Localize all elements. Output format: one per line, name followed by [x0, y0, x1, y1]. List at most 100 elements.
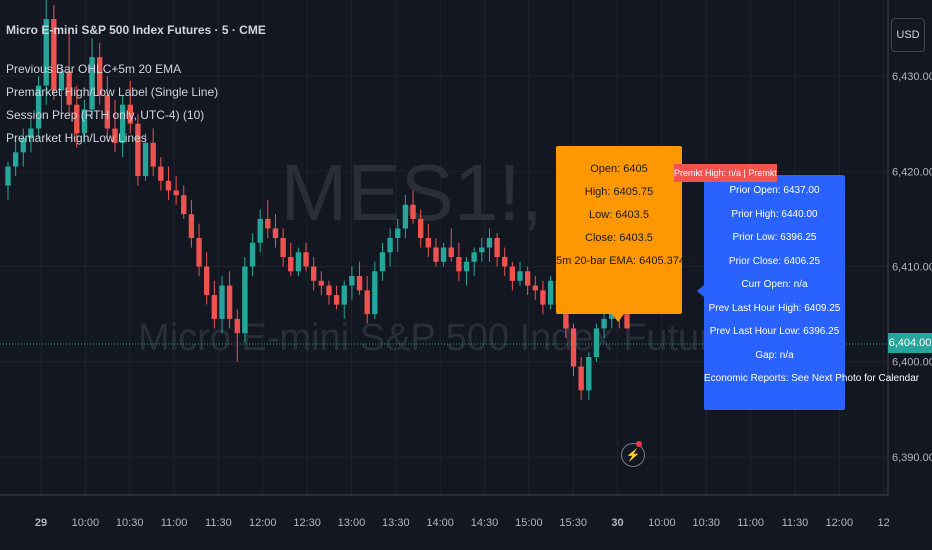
candle-body: [257, 218, 263, 243]
indicator-ohlc-ema[interactable]: Previous Bar OHLC+5m 20 EMA: [6, 62, 182, 76]
currency-button[interactable]: USD: [891, 18, 925, 52]
candle: [349, 266, 355, 300]
candle-body: [494, 237, 500, 258]
candle: [173, 176, 179, 205]
price-tick-label: 6,410.00: [892, 262, 932, 274]
candle-body: [624, 314, 630, 329]
candle: [295, 247, 302, 277]
candle: [463, 257, 470, 286]
time-tick-label: 12: [878, 517, 890, 529]
candle-body: [234, 318, 240, 334]
time-tick-label: 11:00: [737, 517, 764, 529]
candle-body: [586, 356, 592, 391]
bar-info-ema: 5m 20-bar EMA: 6405.374592112: [556, 255, 721, 267]
candle-body: [349, 276, 355, 286]
candle: [135, 114, 141, 186]
candle-body: [280, 237, 286, 258]
candle-body: [547, 280, 554, 305]
time-tick-label: 10:00: [72, 517, 100, 529]
bar-info-low: Low: 6403.5: [589, 209, 649, 221]
candle: [433, 237, 439, 267]
candle: [119, 95, 126, 158]
candle: [356, 261, 363, 296]
session-prep-pointer: [697, 285, 704, 297]
candle-body: [311, 266, 317, 281]
candle-body: [196, 237, 202, 267]
candle-body: [51, 19, 57, 91]
time-tick-label: 11:30: [205, 517, 232, 529]
symbol-title[interactable]: Micro E-mini S&P 500 Index Futures · 5 ·…: [6, 23, 266, 37]
candle-body: [219, 285, 225, 319]
candle-body: [318, 280, 324, 286]
candle-body: [425, 237, 431, 248]
candle: [35, 76, 42, 139]
candle: [12, 138, 19, 177]
candle-body: [601, 318, 607, 329]
candle-body: [242, 266, 248, 334]
candle: [502, 247, 508, 277]
candle: [97, 42, 103, 105]
candle: [104, 76, 111, 139]
candle-body: [410, 204, 416, 219]
candle: [219, 276, 225, 334]
prev-last-hour-low: Prev Last Hour Low: 6396.25: [709, 326, 840, 337]
candle: [341, 280, 347, 319]
candle: [51, 4, 57, 100]
candle: [272, 214, 279, 248]
time-tick-label: 15:30: [559, 517, 587, 529]
price-tick-label: 6,390.00: [892, 452, 932, 464]
candle: [89, 38, 95, 119]
bar-info-close: Close: 6403.5: [585, 232, 653, 244]
candle: [410, 190, 416, 224]
price-scale[interactable]: 6,430.00 6,420.00 6,410.00 6,400.00 6,390.00: [892, 71, 932, 464]
time-tick-label: 29: [35, 517, 47, 529]
economic-reports: Economic Reports: See Next Photo for Cal…: [704, 373, 920, 384]
time-axis[interactable]: 29 10:00 10:30 11:00 11:30 12:00 12:30 13:00 13:…: [35, 517, 890, 529]
candle: [249, 233, 256, 277]
candle-body: [81, 109, 88, 134]
candle: [593, 323, 600, 362]
candle-body: [387, 237, 393, 253]
candle: [5, 161, 11, 200]
candle-body: [379, 252, 386, 272]
candle: [234, 309, 240, 362]
candle-body: [265, 218, 271, 229]
candle: [417, 209, 424, 248]
candle: [494, 233, 500, 267]
indicator-premarket-lines[interactable]: Premarket High/Low Lines: [6, 131, 147, 145]
candle-body: [563, 304, 569, 329]
candle-body: [204, 266, 210, 296]
candle-body: [609, 309, 615, 319]
time-tick-label: 14:30: [471, 517, 499, 529]
prev-last-hour-high: Prev Last Hour High: 6409.25: [708, 302, 841, 314]
candle: [150, 128, 156, 177]
candle: [402, 195, 409, 238]
candle: [318, 271, 324, 296]
candle: [311, 257, 317, 291]
candle-body: [433, 247, 439, 262]
candle: [486, 228, 493, 262]
candle-body: [272, 228, 279, 238]
candle-body: [593, 328, 600, 357]
time-tick-label: 11:30: [782, 517, 809, 529]
time-tick-label: 10:00: [648, 517, 676, 529]
current-price-badge: 6,404.00: [888, 333, 932, 353]
candle-body: [28, 128, 34, 139]
candle-body: [486, 237, 493, 248]
indicator-session-prep[interactable]: Session Prep (RTH only, UTC-4) (10): [6, 108, 205, 122]
price-tick-label: 6,420.00: [892, 166, 932, 178]
candle-body: [463, 261, 470, 272]
candle-body: [540, 290, 546, 305]
candle: [303, 242, 309, 272]
lightning-icon[interactable]: ⚡: [621, 443, 645, 467]
time-tick-label: 12:00: [826, 517, 854, 529]
indicator-premarket-label[interactable]: Premarket High/Low Label (Single Line): [6, 85, 219, 99]
candle: [188, 199, 195, 248]
candle-body: [74, 104, 80, 134]
candle-body: [12, 152, 19, 167]
candle-body: [570, 328, 577, 367]
candle-body: [341, 285, 347, 305]
watermark-name: Micro E-mini S&P 500 Index Futures: [138, 317, 752, 359]
time-tick-label: 14:00: [426, 517, 454, 529]
bar-info-high: High: 6405.75: [584, 186, 654, 198]
